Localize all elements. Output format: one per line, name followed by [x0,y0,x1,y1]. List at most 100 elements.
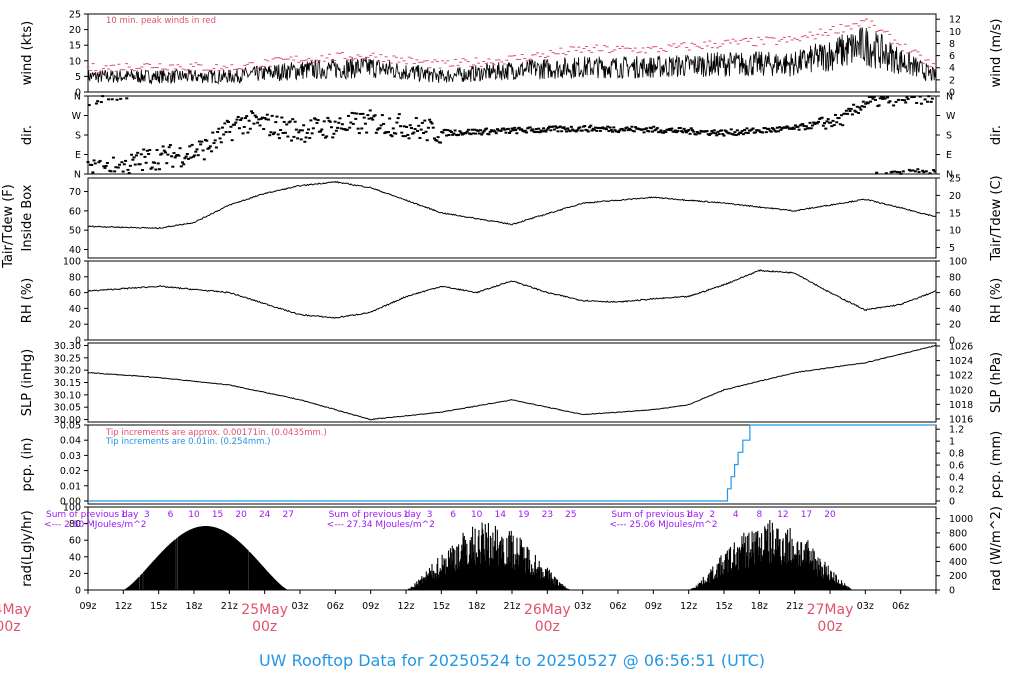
rad-hour-label: 3 [427,510,433,520]
dir-point [265,113,269,116]
dir-point [695,131,699,134]
dir-point [846,112,850,115]
dir-point [523,129,527,132]
pcp-ytick-label: 0.04 [60,436,81,447]
dir-point [840,114,844,117]
dir-point [580,129,584,132]
wind-ytick-label: 5 [75,72,81,83]
rh-frame [87,260,937,341]
dir-ytick-label: S [75,131,81,142]
edge-day-hour-label: 00z [0,619,21,635]
dir-point [327,119,331,122]
rad-hour-label: 8 [756,510,762,520]
dir-point [114,166,118,169]
dir-point [125,97,129,100]
dir-point [775,126,779,129]
dir-point [338,117,342,120]
dir-point [655,127,659,130]
dir-point [881,97,885,100]
dir-point [197,140,201,143]
dir-point [740,130,744,133]
pcp-ytick-label: 0.01 [60,481,81,492]
rad-hour-label: 6 [450,510,456,520]
dir-point [362,116,366,119]
dir-point [178,147,182,150]
dir-point [320,128,324,131]
dir-point [824,127,828,130]
dir-point [750,128,754,131]
dir-point [560,130,564,133]
dir-point [413,128,417,131]
dir-point [802,125,806,128]
dir-point [354,117,358,120]
dir-point [126,168,130,171]
dir-point [340,123,344,126]
rad-hour-label: 10 [188,510,200,520]
dir-point [680,130,684,133]
dir-point [376,128,380,131]
slp-ytick-label: 30.00 [54,415,81,426]
dir-point [205,139,209,142]
dir-point [739,132,743,135]
dir-point [847,107,851,110]
dir-point [379,124,383,127]
dir-point [479,129,483,132]
dir-point [195,148,199,151]
rad-hour-label: 1 [686,510,692,520]
dir-point [790,127,794,130]
pcp-ytick-right-label: 0.4 [949,473,964,484]
dir-point [363,122,367,125]
wind-ytick-right-label: 4 [949,63,955,74]
dir-point [520,128,524,131]
rad-ytick-label: 80 [69,519,81,530]
x-tick-label: 21z [503,601,520,612]
dir-point [281,131,285,134]
dir-point [866,102,870,105]
dir-point [263,116,267,119]
dir-point [899,172,903,175]
dir-point [672,130,676,133]
dir-point [859,108,863,111]
dir-point [288,120,292,123]
dir-point [809,127,813,130]
dir-point [439,141,443,144]
dir-point [792,127,796,130]
dir-point [128,164,132,167]
wind-frame [87,13,937,93]
dir-point [883,97,887,100]
rad-hour-label: 15 [212,510,223,520]
dir-point [512,126,516,129]
dir-point [905,96,909,99]
dir-point [578,126,582,129]
dir-point [722,134,726,137]
dir-point [489,129,493,132]
rad-hour-label: 20 [235,510,247,520]
dir-point [607,130,611,133]
dir-point [285,123,289,126]
dir-point [298,129,302,132]
rad-ytick-right-label: 1000 [949,514,973,525]
dir-point [380,114,384,117]
rad-ytick-right-label: 0 [949,586,955,597]
dir-point [632,130,636,133]
dir-point [356,127,360,130]
tair-ylabel: Inside Box [20,184,35,251]
dir-point [525,131,529,134]
dir-point [91,171,95,174]
dir-point [686,130,690,133]
dir-point [922,171,926,174]
dir-ytick-label: W [72,111,82,122]
dir-point [102,165,106,168]
dir-point [466,128,470,131]
dir-point [147,152,151,155]
dir-point [591,127,595,130]
dir-point [411,132,415,135]
dir-point [259,117,263,120]
dir-point [296,137,300,140]
dir-point [663,130,667,133]
dir-point [402,125,406,128]
slp-ytick-label: 30.25 [54,353,81,364]
x-tick-label: 12z [115,601,132,612]
day-hour-label: 00z [252,619,277,635]
dir-point [144,161,148,164]
